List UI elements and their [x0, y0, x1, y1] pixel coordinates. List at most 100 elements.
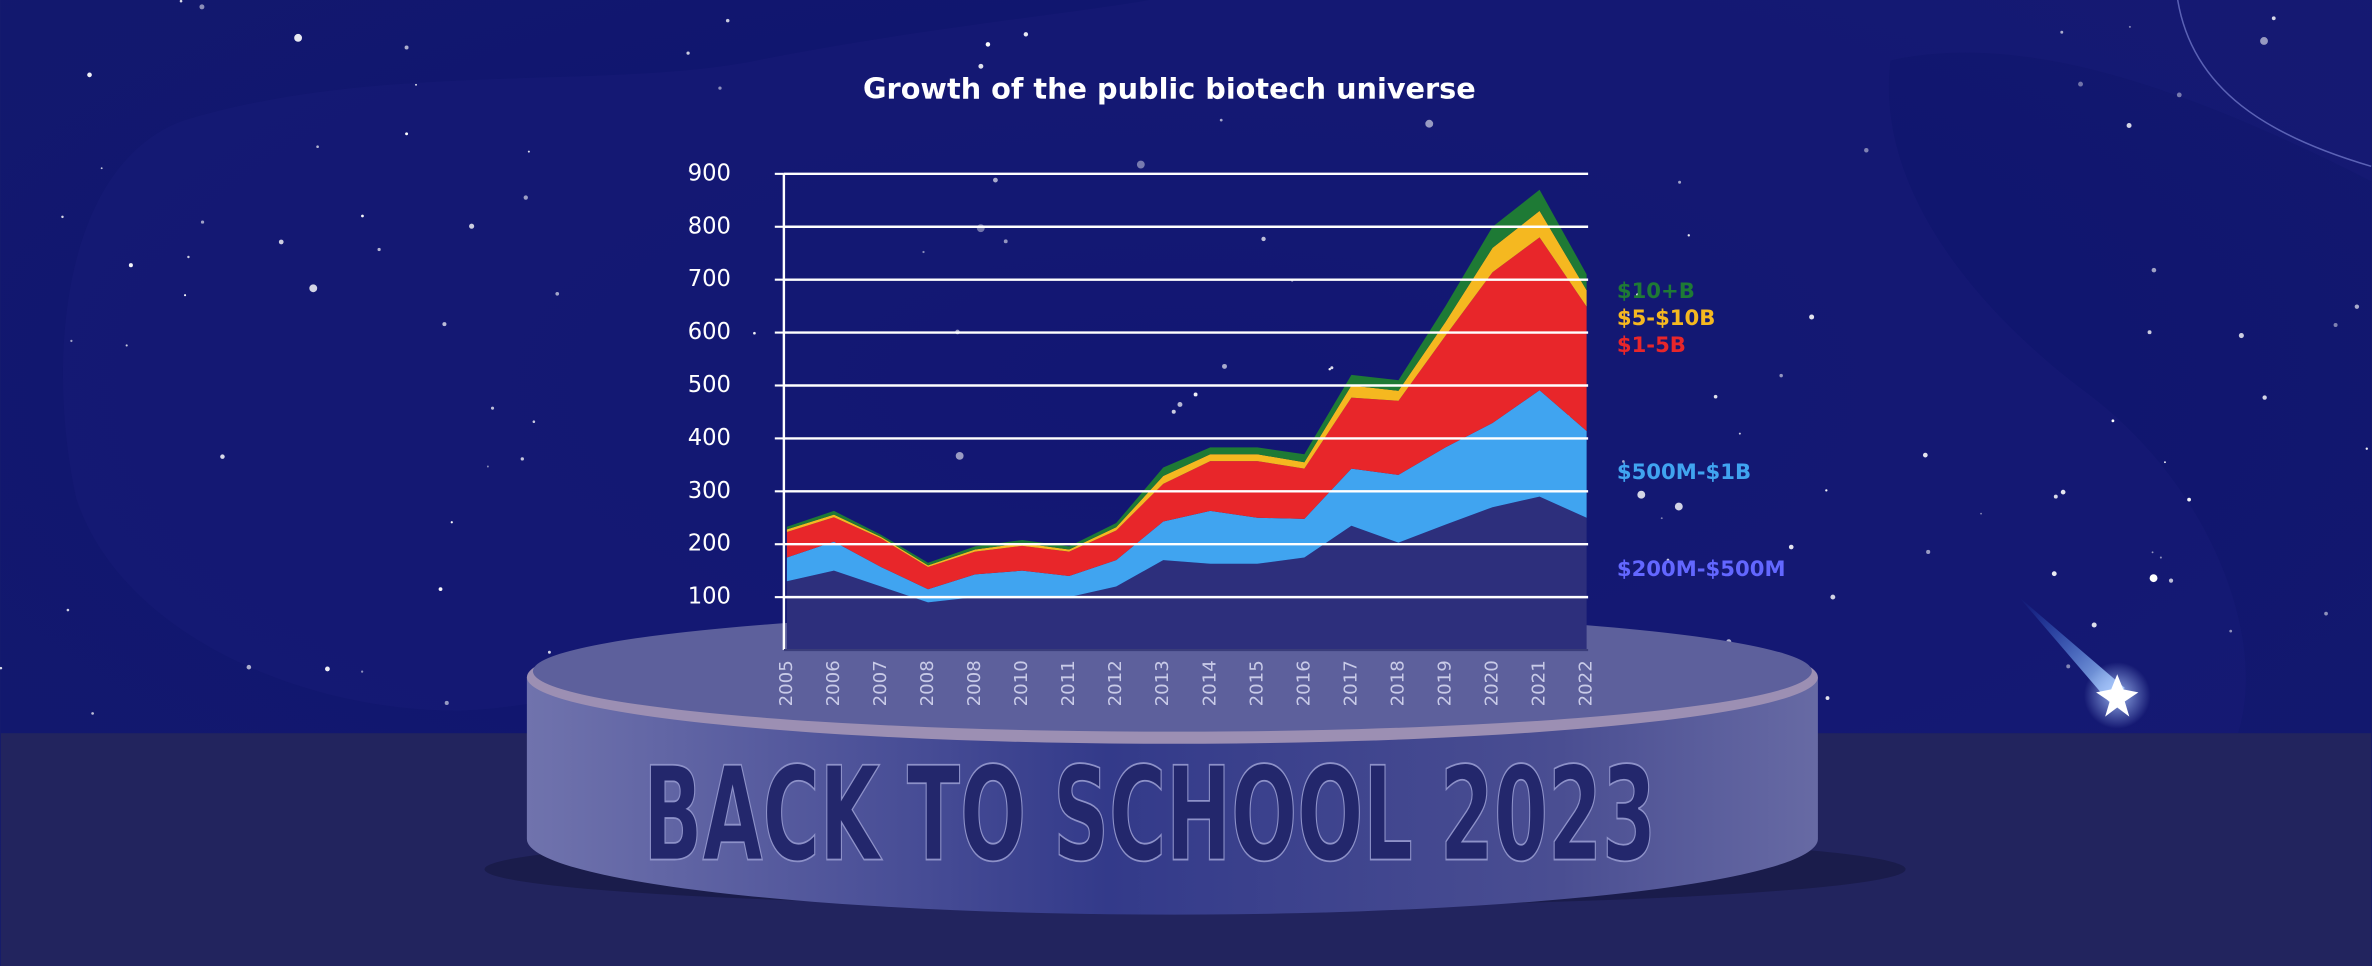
- star-dot: [1177, 401, 1183, 407]
- star-dot: [309, 284, 318, 293]
- star-dot: [184, 294, 187, 297]
- star-dot: [985, 42, 991, 47]
- star-dot: [469, 223, 475, 229]
- star-dot: [976, 224, 985, 233]
- star-dot: [278, 239, 284, 245]
- star-dot: [1825, 489, 1828, 492]
- star-dot: [438, 587, 443, 591]
- star-dot: [686, 51, 690, 55]
- star-dot: [753, 331, 756, 335]
- y-tick-label: 500: [688, 372, 731, 398]
- x-tick-label: 2014: [1199, 660, 1220, 706]
- star-dot: [555, 291, 560, 296]
- legend-label: $5-$10B: [1617, 305, 1716, 330]
- star-dot: [70, 339, 73, 343]
- star-dot: [1666, 558, 1670, 562]
- star-dot: [325, 666, 330, 672]
- star-dot: [66, 608, 70, 612]
- star-dot: [1660, 517, 1663, 520]
- star-dot: [1261, 236, 1266, 242]
- star-dot: [100, 167, 103, 170]
- star-dot: [199, 4, 205, 10]
- star-dot: [246, 664, 252, 670]
- y-tick-label: 100: [688, 584, 731, 610]
- x-tick-label: 2017: [1340, 660, 1361, 706]
- star-dot: [688, 169, 692, 173]
- star-dot: [1330, 366, 1334, 370]
- star-dot: [2060, 30, 2064, 34]
- star-dot: [490, 406, 495, 410]
- x-tick-label: 2008: [917, 660, 938, 706]
- star-dot: [1637, 490, 1646, 499]
- x-tick-label: 2008: [964, 660, 985, 706]
- star-dot: [486, 465, 489, 468]
- star-dot: [2111, 419, 2115, 423]
- star-dot: [1023, 32, 1029, 37]
- star-dot: [2238, 333, 2244, 339]
- star-dot: [1687, 234, 1690, 237]
- chart-title: Growth of the public biotech universe: [863, 72, 1476, 106]
- star-dot: [1425, 119, 1434, 128]
- star-dot: [978, 63, 984, 69]
- star-dot: [220, 454, 225, 459]
- x-tick-label: 2010: [1011, 660, 1032, 706]
- star-dot: [2271, 16, 2276, 21]
- star-dot: [294, 33, 303, 42]
- star-dot: [125, 344, 128, 347]
- star-dot: [2164, 461, 2166, 464]
- star-dot: [1636, 293, 1641, 298]
- star-dot: [179, 0, 183, 3]
- area: [786, 237, 1587, 590]
- star-dot: [718, 86, 722, 90]
- star-dot: [1171, 409, 1176, 414]
- star-dot: [316, 145, 319, 149]
- star-dot: [1136, 160, 1145, 169]
- wave: [0, 0, 2372, 734]
- star-dot: [2260, 37, 2268, 45]
- star-dot: [91, 712, 94, 715]
- star-dot: [415, 83, 417, 86]
- star-dot: [527, 150, 530, 153]
- star-dot: [1980, 512, 1982, 515]
- star-dot: [1193, 392, 1198, 397]
- star-dot: [955, 451, 964, 460]
- star-dot: [361, 670, 364, 673]
- star-dot: [442, 322, 447, 327]
- star-dot: [2128, 25, 2131, 28]
- star-dot: [922, 250, 925, 254]
- star-dot: [1864, 148, 1869, 153]
- star-dot: [2051, 571, 2057, 577]
- star-dot: [1830, 594, 1836, 600]
- star-dot: [1738, 432, 1741, 435]
- star-dot: [1779, 373, 1783, 378]
- star-dot: [2078, 81, 2083, 87]
- podium-body: [526, 677, 1818, 915]
- x-tick-label: 2021: [1529, 660, 1550, 706]
- y-tick-label: 200: [688, 531, 731, 557]
- star-dot: [1674, 502, 1683, 511]
- star-dot: [725, 18, 730, 23]
- x-tick-label: 2012: [1105, 660, 1126, 706]
- star-dot: [2262, 395, 2267, 400]
- star-dot: [2151, 551, 2154, 554]
- y-tick-label: 800: [688, 213, 731, 239]
- star-dot: [1713, 394, 1718, 399]
- star-dot: [993, 177, 998, 183]
- y-tick-label: 300: [688, 478, 731, 504]
- y-tick-label: 400: [688, 425, 731, 451]
- star-dot: [2354, 304, 2360, 309]
- star-dot: [2149, 574, 2158, 583]
- x-tick-label: 2016: [1293, 660, 1314, 706]
- legend-label: $500M-$1B: [1617, 459, 1751, 484]
- star-dot: [1282, 91, 1286, 96]
- legend-label: $10+B: [1617, 278, 1695, 303]
- star-dot: [2187, 497, 2191, 502]
- star-dot: [1328, 367, 1331, 371]
- star-dot: [1825, 696, 1830, 700]
- chart: 100 200 300 400 500 600 700 800 900 2005 2006 2007 2…: [688, 160, 1786, 706]
- star-dot: [450, 521, 453, 524]
- star-dot: [2229, 629, 2233, 633]
- x-tick-label: 2011: [1058, 660, 1079, 706]
